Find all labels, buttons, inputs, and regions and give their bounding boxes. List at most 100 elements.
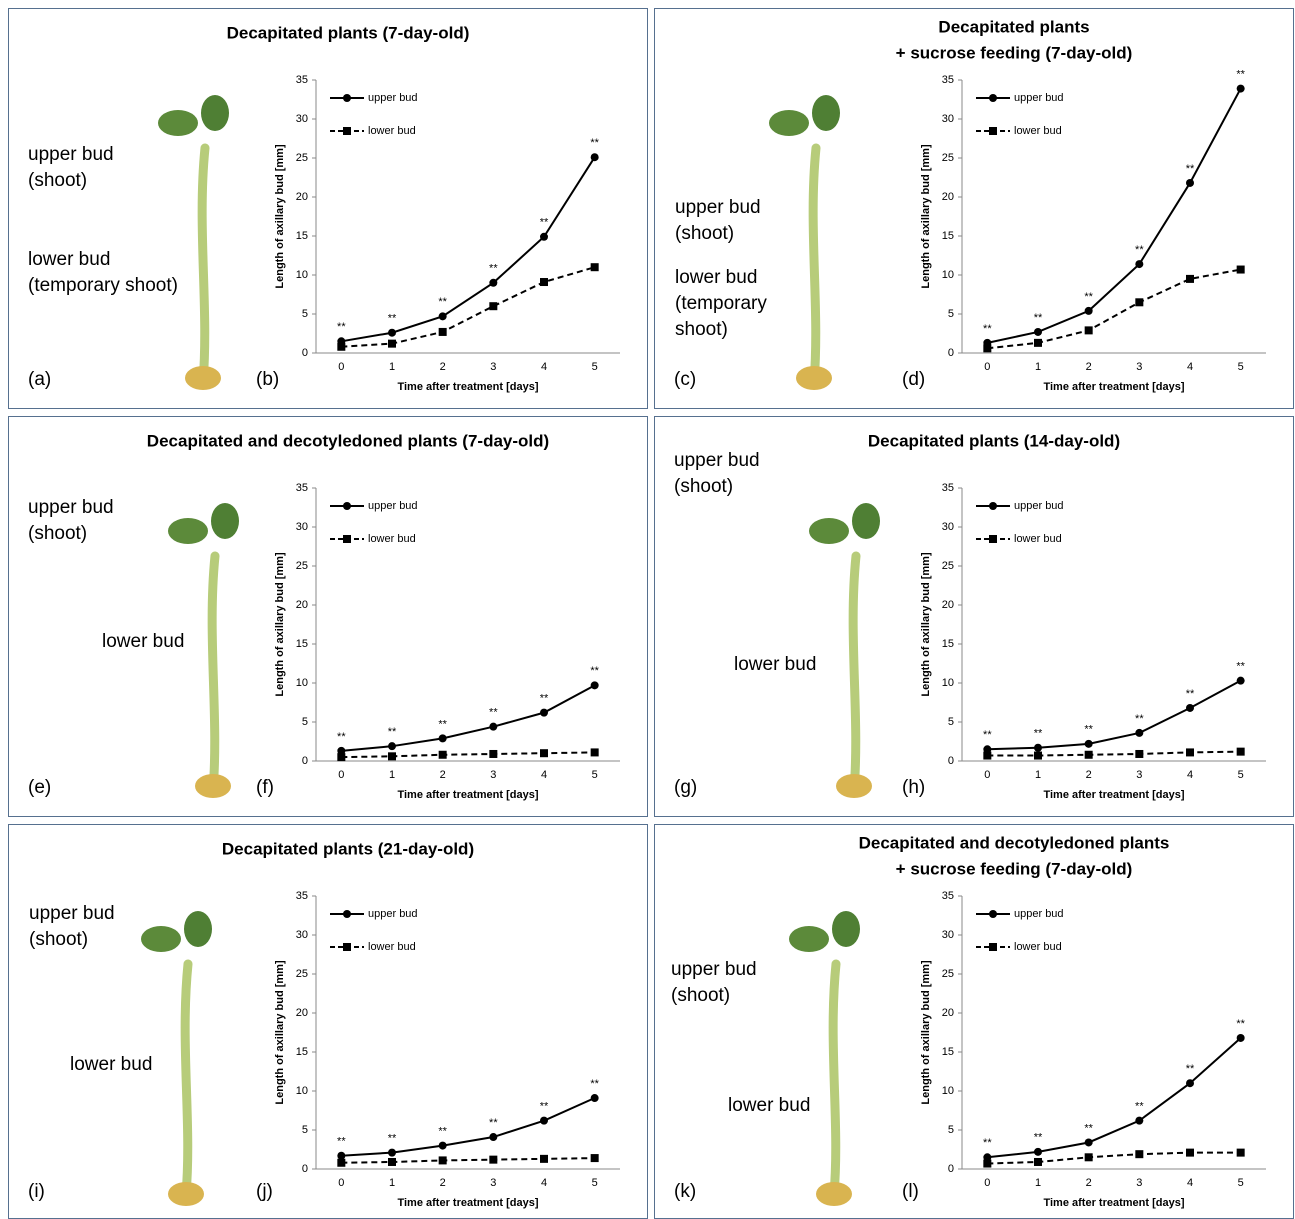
panel-letter: (i) bbox=[28, 1181, 45, 1202]
photo-label: (shoot) bbox=[28, 523, 87, 544]
data-point bbox=[1135, 1150, 1143, 1158]
data-point bbox=[439, 328, 447, 336]
x-tick-label: 1 bbox=[1035, 361, 1041, 373]
series-line bbox=[987, 270, 1240, 349]
x-axis-label: Time after treatment [days] bbox=[397, 381, 538, 393]
data-point bbox=[388, 742, 396, 750]
y-tick-label: 5 bbox=[302, 716, 308, 728]
photo-label: upper bud bbox=[674, 450, 760, 471]
significance-label: ** bbox=[438, 718, 447, 730]
y-tick-label: 25 bbox=[942, 560, 954, 572]
data-point bbox=[1186, 275, 1194, 283]
x-tick-label: 0 bbox=[984, 769, 990, 781]
plant-leaf bbox=[158, 110, 198, 136]
data-point bbox=[489, 302, 497, 310]
significance-label: ** bbox=[438, 296, 447, 308]
significance-label: ** bbox=[388, 726, 397, 738]
chart-title: Decapitated and decotyledoned plants bbox=[859, 833, 1170, 852]
photo-label: lower bud bbox=[675, 267, 757, 288]
photo-label: lower bud bbox=[28, 249, 110, 270]
plant-seed bbox=[816, 1182, 852, 1206]
data-point bbox=[1237, 748, 1245, 756]
significance-label: ** bbox=[590, 137, 599, 149]
y-tick-label: 10 bbox=[942, 677, 954, 689]
panel-letter: (e) bbox=[28, 777, 51, 798]
panel: Decapitated plants (21-day-old) upper bud… bbox=[9, 825, 648, 1219]
data-point bbox=[1034, 339, 1042, 347]
photo-label: lower bud bbox=[102, 631, 184, 652]
significance-label: ** bbox=[489, 263, 498, 275]
plant-leaf bbox=[168, 518, 208, 544]
photo-label: (shoot) bbox=[671, 985, 730, 1006]
legend-marker bbox=[989, 502, 997, 510]
data-point bbox=[1034, 744, 1042, 752]
y-tick-label: 10 bbox=[942, 269, 954, 281]
x-tick-label: 2 bbox=[1086, 769, 1092, 781]
y-axis-label: Length of axillary bud [mm] bbox=[274, 552, 286, 697]
data-point bbox=[388, 752, 396, 760]
photo-label: (shoot) bbox=[675, 223, 734, 244]
x-tick-label: 3 bbox=[490, 769, 496, 781]
data-point bbox=[983, 344, 991, 352]
significance-label: ** bbox=[1034, 1132, 1043, 1144]
data-point bbox=[1135, 729, 1143, 737]
series-line bbox=[341, 685, 594, 751]
legend-label: lower bud bbox=[368, 533, 416, 545]
plant-seed bbox=[168, 1182, 204, 1206]
significance-label: ** bbox=[388, 1133, 397, 1145]
panel-letter: (c) bbox=[674, 369, 696, 390]
legend-marker bbox=[989, 910, 997, 918]
y-tick-label: 5 bbox=[948, 308, 954, 320]
significance-label: ** bbox=[1135, 244, 1144, 256]
data-point bbox=[1085, 1153, 1093, 1161]
chart-title: Decapitated plants (21-day-old) bbox=[222, 839, 474, 858]
plant-stem bbox=[185, 964, 188, 1194]
y-tick-label: 35 bbox=[942, 890, 954, 902]
y-tick-label: 20 bbox=[296, 599, 308, 611]
data-point bbox=[1085, 1138, 1093, 1146]
y-tick-label: 15 bbox=[296, 230, 308, 242]
x-tick-label: 4 bbox=[541, 769, 547, 781]
y-tick-label: 15 bbox=[296, 638, 308, 650]
photo-label: lower bud bbox=[70, 1054, 152, 1075]
data-point bbox=[540, 749, 548, 757]
legend-marker bbox=[343, 94, 351, 102]
x-tick-label: 2 bbox=[440, 1177, 446, 1189]
legend-label: upper bud bbox=[1014, 500, 1064, 512]
data-point bbox=[1237, 85, 1245, 93]
y-tick-label: 10 bbox=[296, 677, 308, 689]
y-tick-label: 15 bbox=[942, 1046, 954, 1058]
data-point bbox=[1034, 1148, 1042, 1156]
x-tick-label: 4 bbox=[1187, 1177, 1193, 1189]
y-axis-label: Length of axillary bud [mm] bbox=[274, 960, 286, 1105]
significance-label: ** bbox=[983, 323, 992, 335]
data-point bbox=[1186, 1149, 1194, 1157]
data-point bbox=[1085, 326, 1093, 334]
y-tick-label: 0 bbox=[302, 755, 308, 767]
data-point bbox=[337, 1159, 345, 1167]
data-point bbox=[439, 1156, 447, 1164]
x-tick-label: 0 bbox=[338, 1177, 344, 1189]
plant-leaf bbox=[211, 503, 239, 539]
legend-marker bbox=[343, 127, 351, 135]
plant-leaf bbox=[184, 911, 212, 947]
data-point bbox=[591, 748, 599, 756]
y-tick-label: 25 bbox=[296, 560, 308, 572]
x-tick-label: 3 bbox=[490, 1177, 496, 1189]
panel-border bbox=[655, 825, 1294, 1219]
significance-label: ** bbox=[1084, 291, 1093, 303]
y-axis-label: Length of axillary bud [mm] bbox=[920, 960, 932, 1105]
data-point bbox=[388, 329, 396, 337]
y-tick-label: 30 bbox=[942, 521, 954, 533]
significance-label: ** bbox=[1084, 724, 1093, 736]
y-tick-label: 15 bbox=[942, 638, 954, 650]
significance-label: ** bbox=[1034, 312, 1043, 324]
photo-label: upper bud bbox=[29, 903, 115, 924]
x-tick-label: 0 bbox=[984, 1177, 990, 1189]
data-point bbox=[489, 1133, 497, 1141]
data-point bbox=[591, 1094, 599, 1102]
data-point bbox=[489, 723, 497, 731]
panel-letter: (l) bbox=[902, 1181, 919, 1202]
x-tick-label: 0 bbox=[984, 361, 990, 373]
y-axis-label: Length of axillary bud [mm] bbox=[920, 552, 932, 697]
